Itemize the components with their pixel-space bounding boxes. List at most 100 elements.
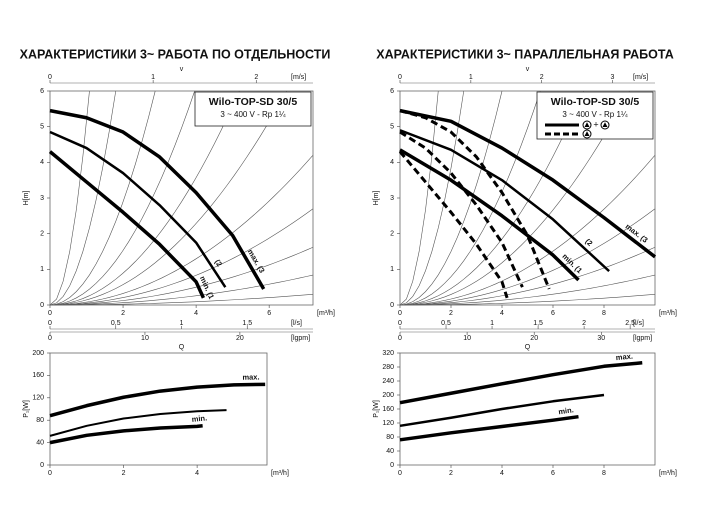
secondary-tick-label: 2 — [540, 74, 544, 81]
y-tick-label: 120 — [382, 420, 394, 427]
y-tick-label: 80 — [386, 434, 394, 441]
y-axis-label: H[m] — [373, 191, 380, 206]
y-tick-label: 40 — [36, 439, 44, 446]
secondary-tick-label: 1 — [151, 74, 155, 81]
secondary-tick-label: 2 — [582, 320, 586, 327]
x-tick-label: 4 — [500, 470, 504, 477]
series-line — [399, 130, 524, 288]
x-axis-label: [m³/h] — [271, 470, 289, 477]
secondary-axis-name: v — [526, 66, 530, 73]
y-axis-label: H[m] — [23, 191, 30, 206]
series-line — [398, 150, 509, 299]
secondary-axis-unit: [lgpm] — [291, 335, 310, 342]
secondary-tick-label: 1,5 — [242, 320, 252, 327]
x-tick-label: 8 — [602, 470, 606, 477]
secondary-axis-unit: [lgpm] — [633, 335, 652, 342]
secondary-tick-label: 10 — [463, 335, 471, 342]
x-tick-label: 0 — [48, 470, 52, 477]
secondary-tick-label: 0 — [48, 335, 52, 342]
secondary-tick-label: 0 — [398, 74, 402, 81]
panel-title: ХАРАКТЕРИСТИКИ 3~ ПАРАЛЛЕЛЬНАЯ РАБОТА — [376, 47, 673, 61]
series-line — [399, 109, 551, 290]
series-label: (2 — [213, 258, 224, 269]
secondary-tick-label: 1,5 — [533, 320, 543, 327]
y-tick-label: 4 — [390, 159, 394, 166]
y-tick-label: 120 — [32, 395, 44, 402]
x-tick-label: 0 — [48, 310, 52, 317]
y-tick-label: 6 — [40, 88, 44, 95]
secondary-axis-name: Q — [525, 344, 531, 351]
box-title: Wilo-TOP-SD 30/5 — [209, 96, 298, 108]
x-tick-label: 4 — [500, 310, 504, 317]
secondary-axis-unit: [l/s] — [633, 320, 644, 327]
secondary-tick-label: 0 — [48, 74, 52, 81]
system-curve — [399, 90, 630, 306]
secondary-tick-label: 30 — [597, 335, 605, 342]
series-label: (2 — [583, 237, 594, 248]
secondary-tick-label: 0 — [48, 320, 52, 327]
secondary-tick-label: 0,5 — [441, 320, 451, 327]
y-axis-label: P₁[W] — [373, 400, 380, 418]
secondary-tick-label: 1 — [180, 320, 184, 327]
y-tick-label: 80 — [36, 417, 44, 424]
panel-title: ХАРАКТЕРИСТИКИ 3~ РАБОТА ПО ОТДЕЛЬНОСТИ — [20, 47, 331, 61]
system-curve — [399, 90, 439, 306]
x-tick-label: 6 — [267, 310, 271, 317]
y-tick-label: 200 — [382, 392, 394, 399]
system-curve — [49, 90, 90, 306]
y-tick-label: 320 — [382, 350, 394, 357]
pump-icon — [602, 122, 608, 127]
plot-frame — [49, 352, 268, 466]
secondary-axis-name: Q — [179, 344, 185, 351]
secondary-axis-unit: [m/s] — [633, 74, 648, 81]
system-curve — [399, 208, 656, 306]
x-tick-label: 0 — [398, 470, 402, 477]
x-tick-label: 2 — [121, 310, 125, 317]
y-tick-label: 1 — [390, 266, 394, 273]
legend-box — [536, 91, 654, 140]
series-line — [49, 409, 227, 437]
series-label: min. — [558, 405, 575, 416]
y-tick-label: 0 — [40, 462, 44, 469]
series-label: max. — [615, 352, 633, 363]
x-tick-label: 4 — [194, 310, 198, 317]
y-tick-label: 160 — [32, 372, 44, 379]
box-subtitle: 3 ~ 400 V - Rp 1¼ — [220, 110, 285, 119]
series-line — [399, 129, 610, 273]
y-tick-label: 0 — [390, 302, 394, 309]
secondary-tick-label: 2 — [254, 74, 258, 81]
secondary-tick-label: 10 — [141, 335, 149, 342]
series-line — [49, 424, 203, 445]
system-curve — [399, 90, 465, 306]
series-line — [48, 150, 206, 299]
y-tick-label: 0 — [390, 462, 394, 469]
series-line — [49, 382, 266, 418]
series-line — [399, 361, 643, 405]
box-title: Wilo-TOP-SD 30/5 — [551, 96, 640, 108]
y-axis-label: P₁[W] — [23, 400, 30, 418]
box-subtitle: 3 ~ 400 V - Rp 1¼ — [562, 110, 627, 119]
secondary-tick-label: 2,5 — [625, 320, 635, 327]
y-tick-label: 1 — [40, 266, 44, 273]
x-tick-label: 8 — [602, 310, 606, 317]
system-curve — [399, 246, 656, 306]
secondary-tick-label: 0 — [398, 335, 402, 342]
y-tick-label: 2 — [390, 231, 394, 238]
secondary-tick-label: 20 — [236, 335, 244, 342]
y-tick-label: 6 — [390, 88, 394, 95]
series-line — [49, 130, 227, 288]
plot-frame — [399, 352, 656, 466]
secondary-tick-label: 0,5 — [111, 320, 121, 327]
legend-plus: + — [593, 119, 598, 129]
secondary-axis-name: v — [180, 66, 184, 73]
system-curve — [49, 246, 314, 306]
y-tick-label: 5 — [390, 124, 394, 131]
x-axis-label: [m³/h] — [659, 470, 677, 477]
secondary-tick-label: 20 — [530, 335, 538, 342]
y-tick-label: 3 — [390, 195, 394, 202]
x-tick-label: 2 — [449, 310, 453, 317]
system-curve — [399, 155, 656, 306]
series-line — [399, 414, 579, 442]
y-tick-label: 40 — [386, 448, 394, 455]
